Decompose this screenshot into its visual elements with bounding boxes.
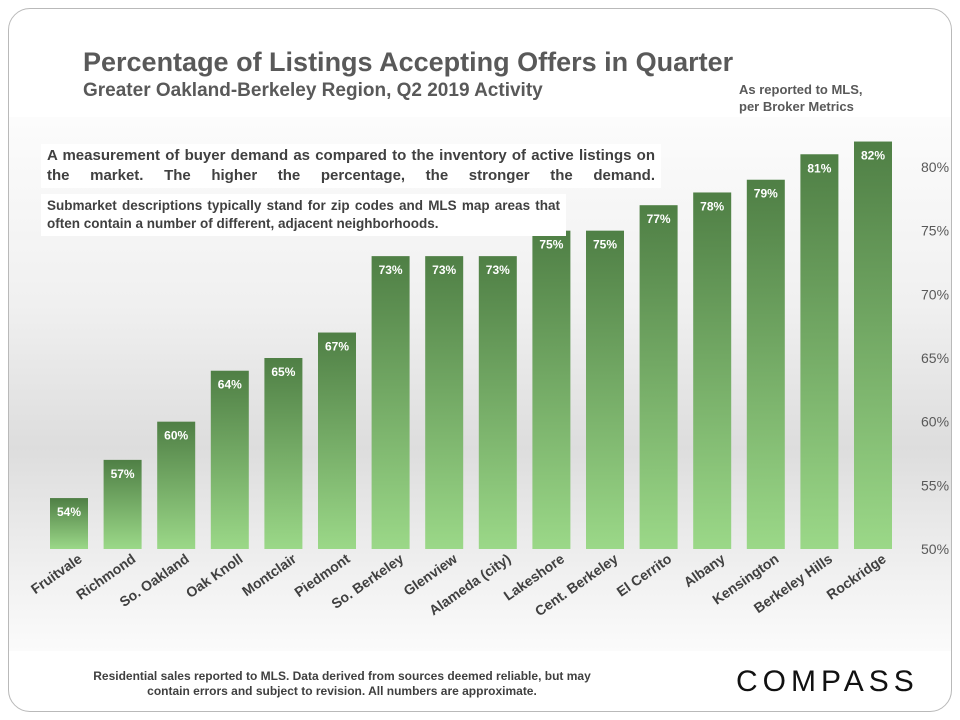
data-label-2: 60%	[164, 429, 188, 443]
y-tick-label-3: 65%	[921, 350, 949, 366]
y-tick-label-1: 55%	[921, 477, 949, 493]
category-label-12: Albany	[680, 550, 728, 590]
data-label-0: 54%	[57, 505, 81, 519]
submarket-note: Submarket descriptions typically stand f…	[41, 194, 566, 236]
data-label-12: 78%	[700, 199, 724, 213]
data-label-9: 75%	[539, 238, 563, 252]
bar-14	[800, 154, 839, 549]
bar-10	[586, 230, 624, 549]
y-tick-label-6: 80%	[921, 159, 949, 175]
data-label-11: 77%	[647, 212, 671, 226]
bar-11	[639, 205, 678, 549]
bar-0	[50, 498, 88, 549]
data-label-7: 73%	[432, 263, 456, 277]
footer-disclaimer: Residential sales reported to MLS. Data …	[87, 669, 597, 699]
data-label-6: 73%	[379, 263, 403, 277]
compass-logo: COMPASS	[736, 665, 919, 698]
chart-subtitle: Greater Oakland-Berkeley Region, Q2 2019…	[83, 80, 543, 101]
y-tick-label-5: 75%	[921, 223, 949, 239]
bar-3	[210, 370, 249, 549]
footer-disclaimer-line-2: contain errors and subject to revision. …	[147, 684, 537, 698]
data-label-13: 79%	[754, 187, 778, 201]
bar-13	[746, 179, 785, 549]
data-label-3: 64%	[218, 378, 242, 392]
y-tick-label-0: 50%	[921, 541, 949, 557]
category-label-4: Montclair	[239, 550, 300, 599]
bar-15	[854, 141, 892, 550]
bar-5	[318, 332, 356, 549]
y-tick-label-4: 70%	[921, 286, 949, 302]
bar-9	[532, 230, 571, 549]
bar-12	[693, 192, 732, 549]
chart-frame: Percentage of Listings Accepting Offers …	[8, 8, 952, 712]
data-label-10: 75%	[593, 238, 617, 252]
footer-disclaimer-line-1: Residential sales reported to MLS. Data …	[93, 669, 591, 683]
data-label-14: 81%	[807, 161, 831, 175]
data-label-5: 67%	[325, 340, 349, 354]
bar-2	[157, 421, 196, 549]
data-label-4: 65%	[271, 365, 295, 379]
chart-title: Percentage of Listings Accepting Offers …	[83, 47, 734, 77]
bar-7	[425, 256, 464, 549]
demand-note: A measurement of buyer demand as compare…	[41, 144, 661, 188]
bar-8	[478, 256, 517, 549]
category-label-15: Rockridge	[823, 550, 888, 602]
category-label-11: El Cerrito	[614, 550, 675, 599]
bar-4	[264, 358, 303, 549]
source-note: As reported to MLS, per Broker Metrics	[739, 81, 899, 115]
bar-1	[103, 459, 142, 549]
source-note-line-1: As reported to MLS,	[739, 82, 863, 97]
category-label-3: Oak Knoll	[183, 550, 246, 601]
y-tick-label-2: 60%	[921, 414, 949, 430]
source-note-line-2: per Broker Metrics	[739, 99, 854, 114]
bar-6	[371, 256, 410, 549]
data-label-1: 57%	[111, 467, 135, 481]
data-label-8: 73%	[486, 263, 510, 277]
data-label-15: 82%	[861, 149, 885, 163]
